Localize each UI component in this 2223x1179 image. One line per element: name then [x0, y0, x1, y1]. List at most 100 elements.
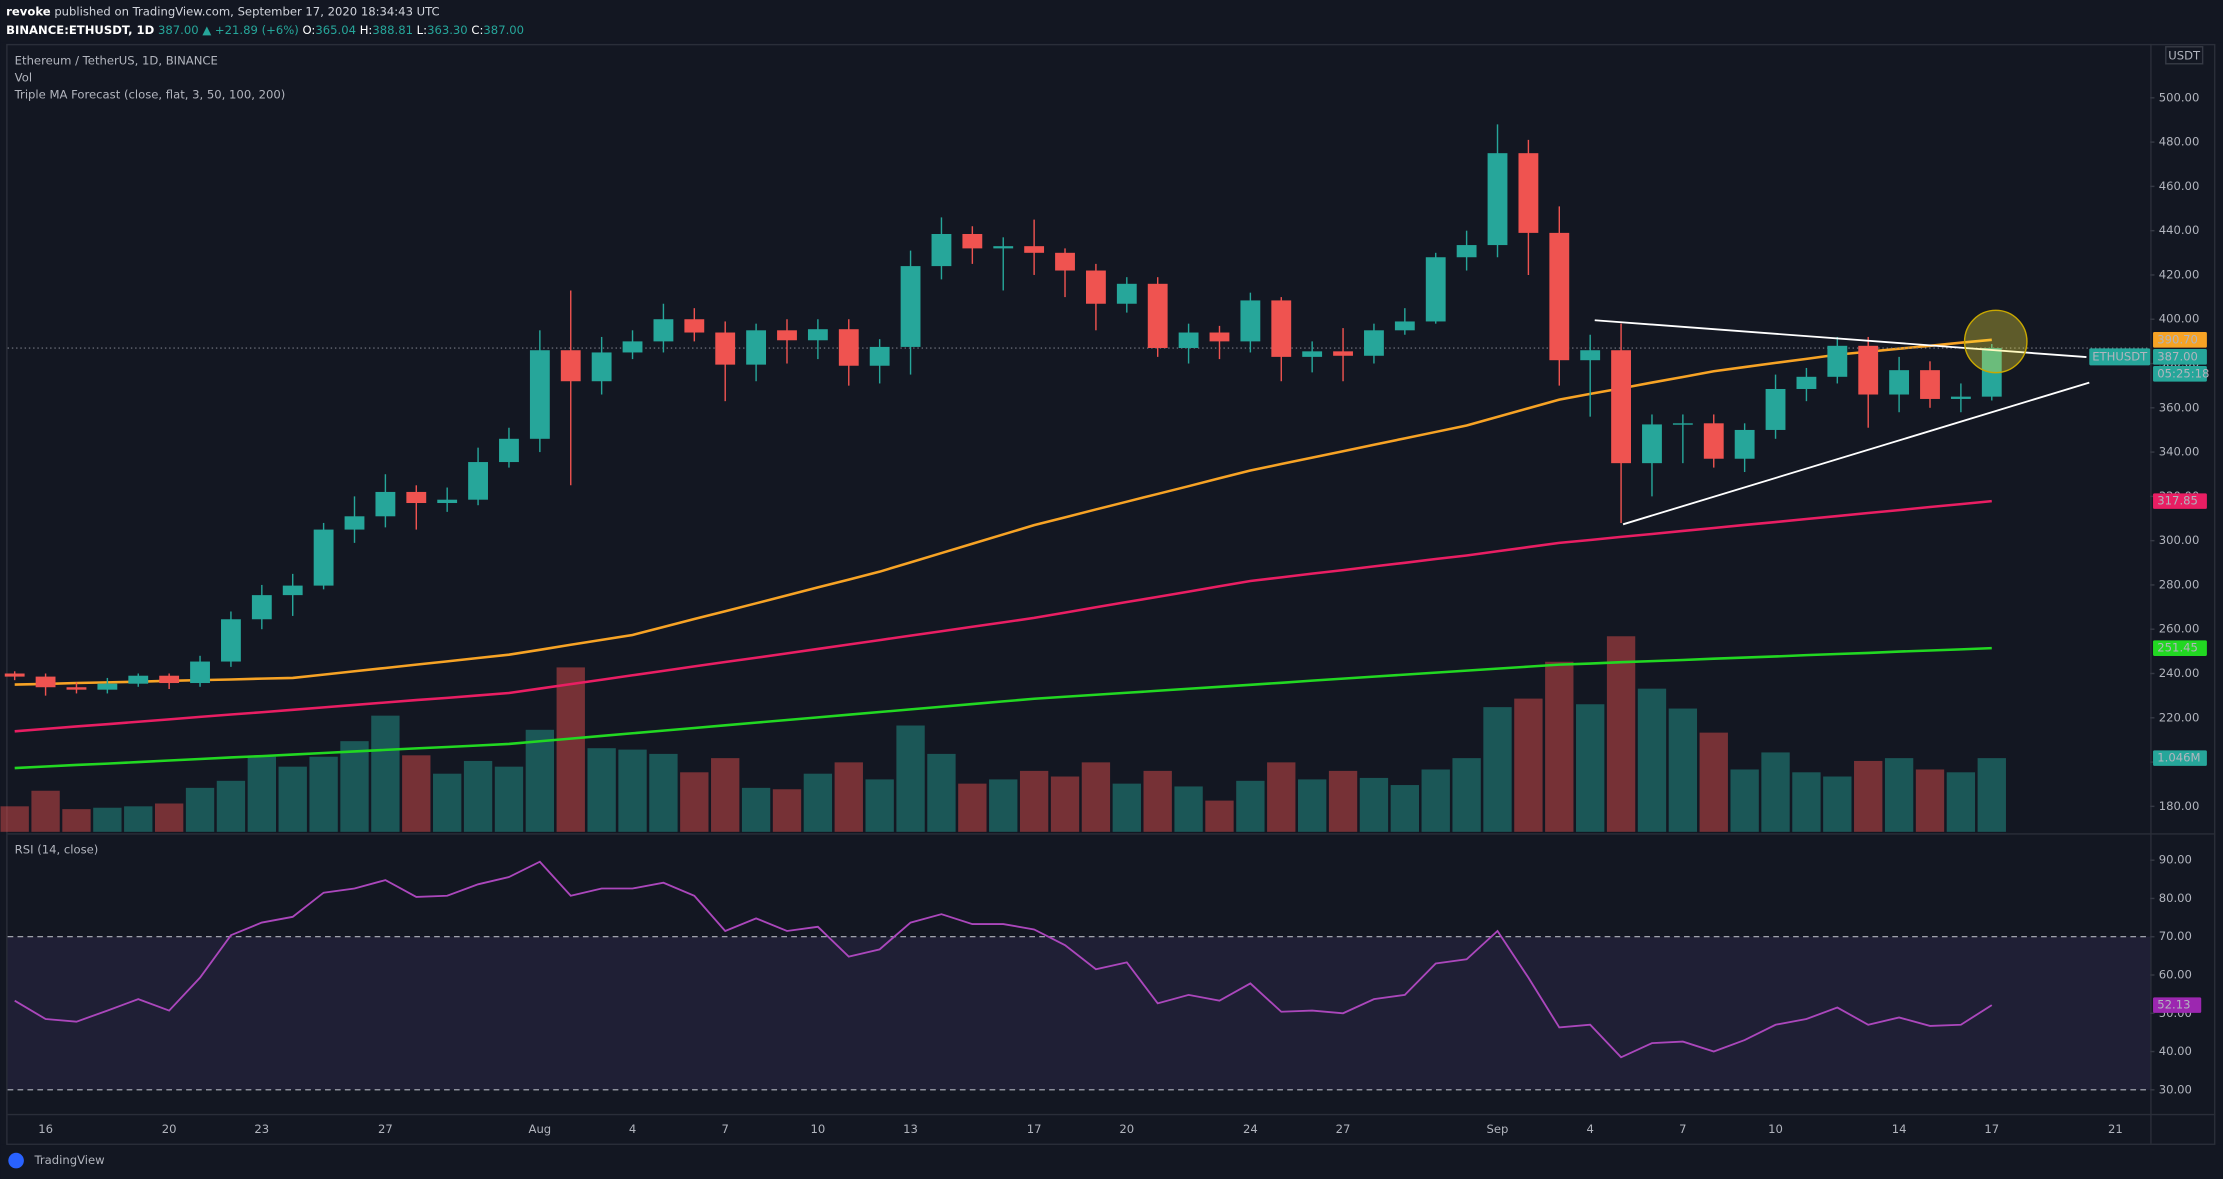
volume-bar [1946, 772, 1976, 832]
y-tick-label: 240.00 [2159, 666, 2200, 680]
rsi-band [7, 936, 2151, 1090]
volume-bar [896, 725, 925, 832]
candle-body [560, 350, 581, 382]
candle-body [931, 233, 952, 267]
volume-bar [31, 790, 60, 832]
volume-bar [1236, 780, 1265, 832]
candle-body [1178, 332, 1199, 349]
candle-body [1147, 283, 1168, 349]
axis-value-label: 387.00 [2157, 349, 2198, 363]
x-tick-label: 17 [1984, 1122, 1999, 1136]
candle-body [375, 491, 396, 517]
candle-body [406, 491, 427, 504]
candle-body [97, 683, 118, 690]
volume-bar [340, 741, 369, 832]
y-tick-label: 80.00 [2159, 891, 2192, 905]
symbol: BINANCE:ETHUSDT, 1D [6, 22, 154, 36]
candle-body [993, 246, 1014, 249]
y-tick-label: 280.00 [2159, 577, 2200, 591]
volume-bar [1143, 770, 1172, 832]
ohlc-value: 387.00 [483, 22, 524, 36]
volume-bar [1884, 758, 1914, 832]
volume-bar [247, 756, 276, 832]
candle-body [437, 499, 458, 504]
volume-bar [371, 715, 400, 832]
volume-bar [309, 756, 338, 832]
candle-body [1765, 388, 1786, 430]
volume-bar [1205, 800, 1234, 832]
candle-body [653, 319, 674, 342]
candle-body [1425, 257, 1446, 322]
candle-body [1858, 345, 1879, 395]
volume-title: Vol [15, 70, 32, 84]
volume-bar [278, 766, 307, 832]
volume-bar [1483, 707, 1512, 832]
y-tick-label: 220.00 [2159, 710, 2200, 724]
volume-bar [1514, 698, 1543, 832]
y-tick-label: 440.00 [2159, 223, 2200, 237]
volume-bar [989, 779, 1018, 832]
candle-body [1827, 345, 1848, 377]
volume-bar [1823, 776, 1852, 832]
volume-bar [1606, 636, 1636, 832]
candle-body [838, 329, 859, 366]
volume-bar [1730, 769, 1759, 832]
volume-bar [618, 749, 647, 832]
candle-body [159, 675, 180, 684]
y-tick-label: 300.00 [2159, 533, 2200, 547]
candle-body [1024, 246, 1045, 253]
y-tick-label: 420.00 [2159, 267, 2200, 281]
y-tick-label: 260.00 [2159, 622, 2200, 636]
volume-bar [1174, 786, 1203, 832]
candle-body [1549, 232, 1570, 361]
y-tick-label: 480.00 [2159, 135, 2200, 149]
x-tick-label: 13 [903, 1122, 918, 1136]
volume-bar [402, 755, 431, 832]
y-tick-label: 500.00 [2159, 90, 2200, 104]
candle-body [1611, 350, 1631, 464]
volume-bar [834, 762, 863, 832]
x-tick-label: 27 [1336, 1122, 1351, 1136]
y-tick-label: 340.00 [2159, 445, 2200, 459]
candle-body [1116, 283, 1137, 304]
y-tick-label: 40.00 [2159, 1044, 2192, 1058]
y-tick-label: 400.00 [2159, 312, 2200, 326]
axis-value-label: 1.046M [2157, 751, 2200, 765]
highlight-circle [1963, 309, 2028, 374]
volume-bar [649, 753, 678, 832]
candle-body [1518, 153, 1539, 233]
publisher: revoke [6, 4, 51, 18]
volume-bar [1668, 708, 1698, 832]
x-tick-label: Aug [529, 1122, 552, 1136]
candle-body [1487, 153, 1508, 246]
ohlc-key: C: [471, 22, 483, 36]
candle-body [1456, 245, 1477, 258]
y-tick-label: 180.00 [2159, 799, 2200, 813]
volume-bar [93, 807, 122, 832]
countdown-box [2153, 366, 2207, 382]
axis-value-box [2153, 332, 2207, 348]
candle-body [1920, 370, 1940, 399]
candle-body [4, 673, 25, 677]
trendline [1622, 381, 2090, 526]
volume-bar [216, 780, 246, 832]
volume-bar [1915, 769, 1945, 832]
plot [0, 124, 2151, 1091]
volume-bar [124, 806, 153, 832]
axis-value-label: 52.13 [2157, 998, 2190, 1012]
candle-body [1240, 300, 1261, 342]
candle-body [251, 595, 272, 620]
volume-bar [525, 729, 555, 832]
x-tick-label: 20 [162, 1122, 177, 1136]
moving-average [14, 499, 1992, 733]
axis-value-box [2153, 750, 2207, 766]
y-tick-label: 70.00 [2159, 929, 2192, 943]
volume-bar [433, 773, 462, 832]
axis-value-label: 251.45 [2157, 641, 2198, 655]
price: 387.00 [158, 22, 199, 36]
volume-bar [1050, 776, 1080, 832]
candle-body [1055, 252, 1075, 271]
y-tick-label: 90.00 [2159, 853, 2192, 867]
